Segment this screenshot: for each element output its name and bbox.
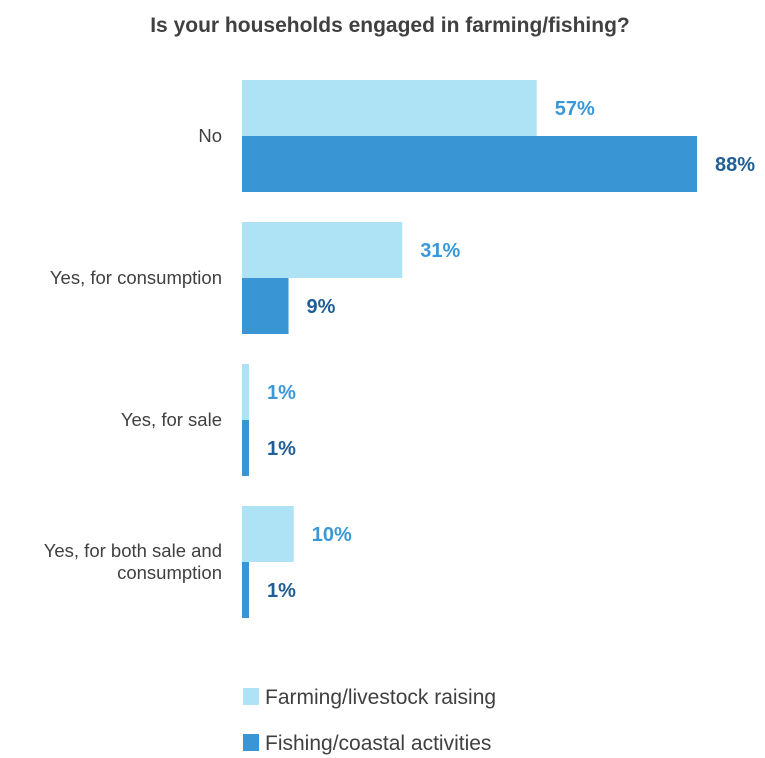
data-label: 9% [307,296,336,318]
bar-farming [242,506,294,562]
legend: Farming/livestock raising Fishing/coastal… [243,686,496,755]
bar-farming [242,364,249,420]
data-label: 88% [715,154,755,176]
category-label: Yes, for sale [121,409,222,430]
bar-fishing [242,136,697,192]
category-label: Yes, for both sale and consumption [44,540,222,583]
data-label: 10% [312,524,352,546]
data-label: 1% [267,580,296,602]
data-label: 57% [555,98,595,120]
legend-label: Farming/livestock raising [265,686,496,709]
bar-farming [242,80,537,136]
category-label: No [198,125,222,146]
bar-fishing [242,420,249,476]
plot-area: No 57% 88% Yes, for consumption 31% 9% Yes, fo… [44,80,755,618]
data-label: 1% [267,438,296,460]
data-label: 31% [420,240,460,262]
category-label: Yes, for consumption [50,267,222,288]
chart-title: Is your households engaged in farming/fi… [150,14,630,37]
legend-swatch [243,688,259,705]
legend-swatch [243,734,259,751]
bar-fishing [242,278,289,334]
legend-label: Fishing/coastal activities [265,732,491,755]
bar-farming [242,222,403,278]
bar-fishing [242,562,249,618]
data-label: 1% [267,382,296,404]
